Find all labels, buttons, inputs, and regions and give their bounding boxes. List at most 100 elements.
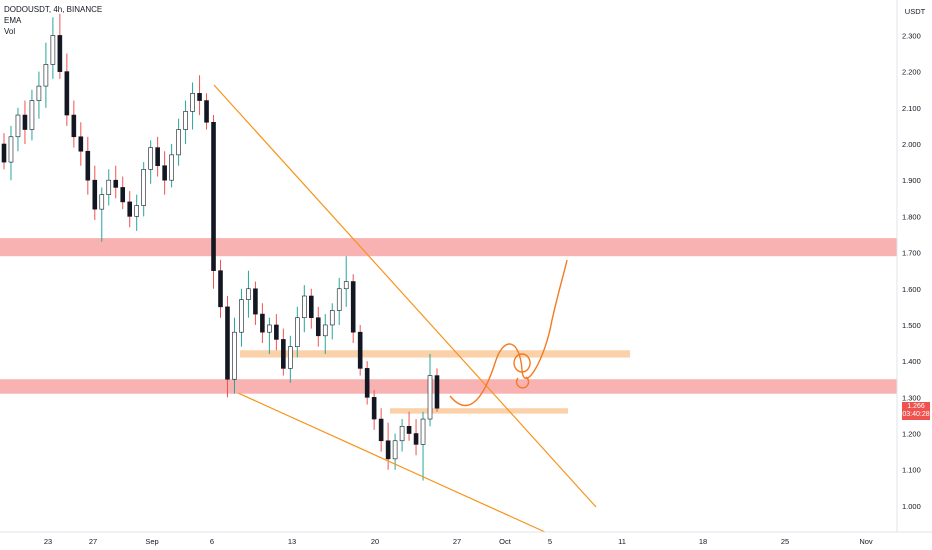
candle-body [8, 136, 14, 163]
price-tick-label: 1.800 [902, 212, 921, 221]
price-axis-currency: USDT [905, 7, 926, 16]
time-axis[interactable]: 23 27 Sep 6 13 20 27 Oct 5 11 18 25 Nov [44, 537, 873, 546]
chart-legend: DODOUSDT, 4h, BINANCE EMA Vol [4, 4, 102, 37]
price-tick-label: 2.200 [902, 68, 921, 77]
candle-body [260, 313, 265, 333]
current-price-tag: 1.266 03:40:28 [902, 402, 930, 420]
candle-body [357, 331, 363, 369]
candle-body [406, 425, 412, 434]
candle-body [22, 114, 28, 130]
time-tick-label: 23 [44, 537, 52, 546]
projected-path-drawing [449, 259, 568, 407]
candle-body [413, 433, 419, 445]
candle-body [57, 35, 63, 72]
candle-body [343, 281, 349, 290]
time-tick-label: 18 [699, 537, 707, 546]
drawing-layer [213, 84, 597, 533]
candle-body [211, 121, 216, 271]
time-tick-label: 25 [781, 537, 789, 546]
candle-body [120, 187, 126, 203]
candle-body [274, 324, 279, 340]
candle-body [392, 440, 398, 460]
candle-body [281, 339, 286, 369]
price-zone [0, 238, 897, 257]
symbol-title[interactable]: DODOUSDT, 4h, BINANCE [4, 5, 103, 14]
price-tick-label: 2.000 [902, 140, 921, 149]
candle-body [92, 179, 98, 210]
candle-body [106, 179, 112, 195]
candle-body [1, 143, 7, 163]
candle-body [371, 397, 377, 420]
price-axis[interactable]: 2.300 2.200 2.100 2.000 1.900 1.800 1.700 1.600… [902, 31, 921, 510]
candle-body [50, 35, 56, 65]
price-tick-label: 1.200 [902, 430, 921, 439]
candle-body [225, 306, 230, 380]
lower-trendline [237, 392, 546, 533]
price-zone [0, 379, 897, 394]
candle-body [169, 154, 174, 181]
candle-body [141, 169, 146, 206]
candle-body [427, 375, 433, 420]
candle-body [43, 64, 49, 87]
upper-trendline [213, 84, 597, 508]
price-tick-label: 1.400 [902, 357, 921, 366]
time-tick-label: 5 [548, 537, 552, 546]
candle-body [315, 317, 321, 337]
candle-body [329, 310, 335, 326]
candlestick-series [1, 13, 440, 481]
price-zone [240, 350, 630, 358]
candle-body [288, 346, 293, 369]
candle-body [148, 147, 153, 170]
price-tick-label: 1.500 [902, 321, 921, 330]
candle-body [78, 136, 84, 152]
candle-body [295, 317, 300, 347]
candle-body [308, 295, 314, 319]
candle-body [253, 288, 258, 315]
candle-body [420, 418, 426, 445]
candle-body [29, 100, 35, 130]
candle-body [267, 324, 272, 333]
candle-body [183, 111, 188, 130]
time-tick-label: 27 [453, 537, 461, 546]
candle-body [190, 93, 195, 112]
candle-body [204, 100, 209, 123]
price-tick-label: 1.300 [902, 393, 921, 402]
price-tick-label: 1.600 [902, 285, 921, 294]
candle-body [15, 114, 21, 138]
candle-body [434, 375, 440, 409]
bar-countdown: 03:40:28 [902, 411, 930, 418]
candle-body [64, 71, 70, 116]
time-tick-label: Nov [859, 537, 873, 546]
candle-body [350, 281, 356, 333]
time-tick-label: 27 [89, 537, 97, 546]
candle-body [36, 85, 42, 101]
candle-body [176, 129, 181, 156]
candle-body [197, 93, 202, 101]
candle-body [378, 418, 384, 442]
candle-body [85, 150, 91, 181]
candle-body [336, 288, 342, 311]
price-tick-label: 1.900 [902, 176, 921, 185]
indicator-volume[interactable]: Vol [4, 27, 16, 36]
candle-body [385, 440, 391, 460]
candle-body [399, 425, 405, 442]
candle-body [71, 114, 77, 138]
price-tick-label: 1.100 [902, 466, 921, 475]
candle-body [302, 295, 307, 319]
candle-body [239, 299, 244, 333]
circle-scribble-drawing [513, 353, 531, 389]
indicator-ema[interactable]: EMA [4, 16, 22, 25]
candle-body [155, 147, 160, 167]
time-tick-label: 13 [288, 537, 296, 546]
price-tick-label: 1.700 [902, 249, 921, 258]
candle-body [162, 165, 167, 181]
candle-body [113, 179, 119, 188]
price-zones [0, 238, 897, 414]
candle-body [364, 368, 370, 398]
time-tick-label: 6 [210, 537, 214, 546]
price-tick-label: 2.300 [902, 31, 921, 40]
candle-body [99, 194, 105, 210]
candle-body [232, 331, 237, 380]
time-tick-label: Oct [499, 537, 512, 546]
